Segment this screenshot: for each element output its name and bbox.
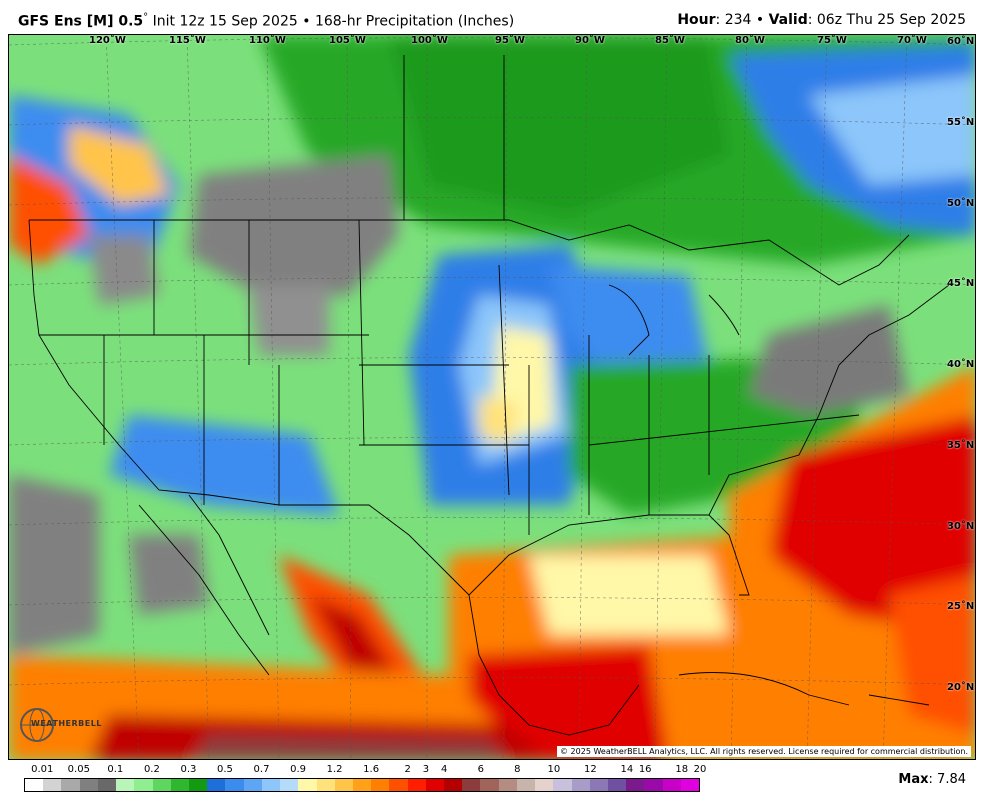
legend-label: 0.9 [290,764,306,775]
legend-label: 0.3 [180,764,197,775]
legend-swatch [425,779,445,791]
legend-label: 8 [514,764,521,775]
legend-swatch [571,779,590,791]
lat-label: 50˚N [947,198,975,209]
legend-swatch [498,779,517,791]
legend-swatch [298,779,317,791]
lat-label: 45˚N [947,278,975,289]
legend-swatch [188,779,208,791]
legend-swatch [444,779,463,791]
legend-label: 6 [477,764,484,775]
legend-swatch [334,779,353,791]
precipitation-field [9,35,975,759]
legend-swatch [662,779,681,791]
legend-label: 0.1 [107,764,124,775]
lon-label: 110˚W [249,35,286,46]
legend-swatch [43,779,62,791]
legend-label: 18 [675,764,689,775]
map-title: GFS Ens [M] 0.5° Init 12z 15 Sep 2025 • … [18,12,514,30]
legend-swatch [680,779,700,791]
legend-swatch [371,779,390,791]
lat-label: 25˚N [947,601,975,612]
valid-value: : 06z Thu 25 Sep 2025 [807,12,966,28]
lat-label: 30˚N [947,521,975,532]
legend-swatch [407,779,426,791]
legend-swatch [243,779,262,791]
lon-label: 100˚W [411,35,448,46]
legend-label: 1.6 [363,764,380,775]
legend-swatch [134,779,153,791]
lon-label: 75˚W [817,35,847,46]
legend-label: 3 [422,764,430,775]
legend-swatch [553,779,572,791]
hour-label: Hour [677,12,716,28]
legend-swatch [225,779,244,791]
legend-swatch [589,779,608,791]
legend-label: 16 [638,764,652,775]
legend-swatch [25,779,44,791]
lon-label: 70˚W [897,35,927,46]
legend-swatch [535,779,554,791]
legend-swatch [644,779,663,791]
legend-label: 12 [584,764,597,775]
legend-label: 20 [693,764,707,775]
legend-swatch [79,779,98,791]
legend-label: 4 [441,764,448,775]
legend-swatch [61,779,80,791]
valid-label: Valid [768,12,808,28]
legend-swatch [152,779,171,791]
lat-label: 20˚N [947,682,975,693]
legend-swatch [462,779,481,791]
degree-sign: ° [143,12,149,23]
precipitation-legend: 0.01 0.05 0.1 0.2 0.3 0.5 0.7 0.9 1.2 1.6 2 3 4 6 8 10 1… [24,764,706,794]
lat-label: 35˚N [947,440,975,451]
legend-label: 1.2 [326,764,343,775]
legend-swatch [280,779,299,791]
lon-label: 115˚W [169,35,206,46]
logo-text: WEATHERBELL [31,719,102,728]
lon-label: 120˚W [89,35,126,46]
legend-swatch [389,779,408,791]
globe-icon [20,708,54,742]
legend-label: 0.2 [143,764,160,775]
legend-swatch [97,779,117,791]
legend-swatch [626,779,645,791]
legend-label: 10 [547,764,561,775]
lat-label: 60˚N [947,36,975,47]
legend-label: 0.7 [253,764,270,775]
copyright-notice: © 2025 WeatherBELL Analytics, LLC. All r… [557,746,971,757]
legend-swatch [480,779,499,791]
legend-label: 14 [620,764,634,775]
lon-label: 95˚W [495,35,525,46]
max-value: Max: 7.84 [898,772,966,787]
legend-color-bar [24,778,700,792]
lon-label: 90˚W [575,35,605,46]
valid-time: Hour: 234 • Valid: 06z Thu 25 Sep 2025 [677,12,966,28]
legend-swatch [116,779,135,791]
weatherbell-logo: WEATHERBELL [17,705,107,745]
legend-label: 2 [404,764,411,775]
legend-label: 0.05 [67,764,90,775]
legend-swatch [608,779,627,791]
precipitation-map: 120˚W 115˚W 110˚W 105˚W 100˚W 95˚W 90˚W … [8,34,976,760]
lon-label: 80˚W [735,35,765,46]
legend-label: 0.01 [31,764,54,775]
max-label: Max [898,772,929,787]
legend-swatch [261,779,281,791]
model-name: GFS Ens [M] 0.5 [18,13,144,30]
max-number: : 7.84 [928,772,966,787]
legend-swatch [207,779,226,791]
title-details: Init 12z 15 Sep 2025 • 168-hr Precipitat… [148,13,515,30]
legend-swatch [316,779,335,791]
legend-swatch [352,779,372,791]
legend-swatch [516,779,536,791]
lat-label: 55˚N [947,117,975,128]
lon-label: 85˚W [655,35,685,46]
legend-swatch [170,779,189,791]
legend-label: 0.5 [217,764,233,775]
lon-label: 105˚W [329,35,366,46]
lat-label: 40˚N [947,359,975,370]
hour-value: : 234 • [715,12,769,28]
